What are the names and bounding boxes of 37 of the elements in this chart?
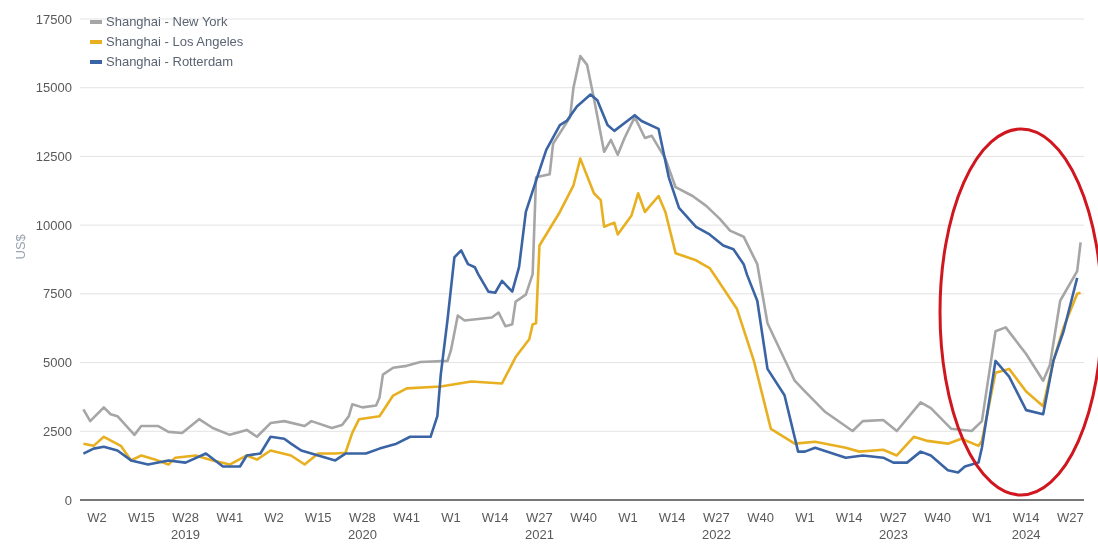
x-tick-label: W14 [481,510,509,525]
x-tick-label: W40 [570,510,598,525]
legend-label: Shanghai - Los Angeles [106,33,244,51]
x-tick-label: W2 [87,510,107,525]
x-tick-label: W14 [835,510,863,525]
x-tick-label: W14 2024 [1011,510,1041,542]
y-tick-label: 2500 [43,423,72,439]
y-tick-label: 7500 [43,286,72,302]
x-tick-label: W41 [216,510,244,525]
x-tick-label: W28 2020 [348,510,377,542]
x-tick-label: W27 2021 [525,510,554,542]
x-tick-label: W1 [795,510,815,525]
y-tick-label: 17500 [35,11,72,27]
y-tick-label: 5000 [43,355,72,371]
x-tick-label: W27 [1057,510,1084,525]
x-tick-label: W14 [658,510,686,525]
x-tick-label: W41 [393,510,421,525]
x-tick-label: W27 2022 [701,510,731,542]
y-tick-label: 0 [64,492,72,508]
x-tick-label: W1 [441,510,461,525]
x-tick-label: W15 [127,510,155,525]
legend-label: Shanghai - New York [106,13,228,31]
x-tick-label: W40 [924,510,952,525]
y-tick-label: 12500 [35,149,72,165]
x-tick-label: W1 [972,510,992,525]
line-series [82,93,1079,474]
line-series [82,54,1082,439]
x-tick-label: W28 2019 [171,510,200,542]
x-tick-label: W40 [747,510,775,525]
x-tick-label: W27 2023 [878,510,908,542]
x-tick-label: W1 [618,510,638,525]
x-tick-label: W2 [264,510,284,525]
legend-label: Shanghai - Rotterdam [106,53,234,71]
x-tick-label: W15 [304,510,332,525]
y-tick-label: 10000 [35,217,72,233]
y-axis-title: US$ [12,233,28,260]
y-tick-label: 15000 [35,80,72,96]
